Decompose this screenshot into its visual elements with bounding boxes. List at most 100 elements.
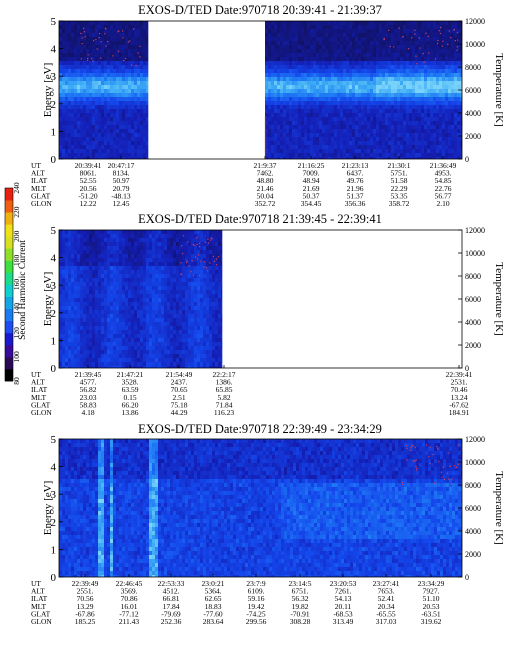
spectrogram-cell (409, 53, 413, 58)
spectrogram-cell (116, 69, 120, 74)
spectrogram-cell (406, 37, 410, 42)
spectrogram-cell (83, 137, 87, 142)
spectrogram-cell (391, 129, 395, 134)
spectrogram-cell (304, 153, 308, 158)
spectrogram-cell (316, 97, 320, 102)
spectrogram-cell (65, 238, 69, 243)
spectrogram-cell (361, 121, 365, 126)
spectrogram-cell (409, 101, 413, 106)
spectrogram-cell (134, 53, 138, 58)
spectrogram-cell (170, 366, 174, 368)
spectrogram-cell (167, 366, 171, 368)
spectrogram-cell (149, 310, 153, 315)
spectrogram-cell (409, 109, 413, 114)
spectrogram-cell (406, 21, 410, 26)
spectrogram-cell (334, 125, 338, 130)
spectrogram-cell (274, 101, 278, 106)
spectrogram-cell (346, 89, 350, 94)
spectrogram-cell (137, 294, 141, 299)
spectrogram-cell (340, 153, 344, 158)
spectrogram-cell (179, 234, 183, 239)
spectrogram-cell (274, 49, 278, 54)
spectrogram-cell (71, 282, 75, 287)
spectrogram-cell (268, 37, 272, 42)
spectrogram-cell (289, 85, 293, 90)
spectrogram-cell (137, 266, 141, 271)
spectrogram-cell (349, 121, 353, 126)
spectrogram-cell (89, 81, 93, 86)
spectrogram-cell (307, 121, 311, 126)
spectrogram-cell (415, 129, 419, 134)
spectrogram-cell (373, 149, 377, 154)
spectrogram-cell (95, 153, 99, 158)
spectrogram-cell (367, 153, 371, 158)
spectrogram-cell (295, 93, 299, 98)
spectrogram-cell (74, 153, 78, 158)
spectrogram-cell (98, 330, 102, 335)
spectrogram-cell (71, 153, 75, 158)
spectrogram-cell (385, 121, 389, 126)
spectrogram-cell (65, 153, 69, 158)
spectrogram-cell (92, 157, 96, 159)
spectrogram-cell (286, 57, 290, 62)
spectrogram-cell (352, 153, 356, 158)
spectrogram-cell (289, 21, 293, 26)
spectrogram-cell (436, 113, 440, 118)
spectrogram-cell (83, 330, 87, 335)
spectrogram-cell (71, 109, 75, 114)
spectrogram-cell (74, 65, 78, 70)
spectrogram-cell (152, 250, 156, 255)
spectrogram-cell (307, 81, 311, 86)
spectrogram-cell (119, 326, 123, 331)
spectrogram-cell (65, 342, 69, 347)
spectrogram-cell (271, 105, 275, 110)
temperature-point (83, 31, 85, 33)
spectrogram-cell (116, 258, 120, 263)
spectrogram-cell (74, 238, 78, 243)
spectrogram-cell (119, 73, 123, 78)
spectrogram-cell (274, 121, 278, 126)
spectrogram-cell (59, 230, 63, 235)
spectrogram-cell (319, 85, 323, 90)
spectrogram-cell (292, 21, 296, 26)
spectrogram-cell (170, 314, 174, 319)
spectrogram-cell (427, 77, 431, 82)
spectrogram-cell (77, 322, 81, 327)
spectrogram-cell (292, 73, 296, 78)
spectrogram-cell (110, 290, 114, 295)
spectrogram-cell (101, 121, 105, 126)
spectrogram-cell (409, 89, 413, 94)
spectrogram-cell (146, 262, 150, 267)
spectrogram-cell (137, 230, 141, 235)
spectrogram-cell (164, 326, 168, 331)
spectrogram-cell (71, 366, 75, 368)
spectrogram-cell (104, 366, 108, 368)
spectrogram-cell (116, 45, 120, 50)
spectrogram-cell (337, 81, 341, 86)
spectrogram-cell (83, 250, 87, 255)
spectrogram-cell (89, 326, 93, 331)
spectrogram-cell (364, 153, 368, 158)
spectrogram-cell (152, 262, 156, 267)
colorbar-swatch (5, 308, 13, 322)
spectrogram-cell (337, 117, 341, 122)
spectrogram-cell (358, 153, 362, 158)
spectrogram-cell (119, 286, 123, 291)
spectrogram-cell (77, 65, 81, 70)
spectrogram-cell (367, 65, 371, 70)
spectrogram-cell (343, 33, 347, 38)
spectrogram-cell (430, 117, 434, 122)
spectrogram-cell (286, 49, 290, 54)
spectrogram-cell (116, 77, 120, 82)
spectrogram-cell (304, 61, 308, 66)
spectrogram-cell (62, 262, 66, 267)
spectrogram-cell (137, 73, 141, 78)
spectrogram-cell (131, 342, 135, 347)
spectrogram-cell (107, 358, 111, 363)
spectrogram-cell (427, 29, 431, 34)
spectrogram-cell (101, 314, 105, 319)
spectrogram-cell (173, 262, 177, 267)
spectrogram-cell (361, 57, 365, 62)
spectrogram-cell (412, 53, 416, 58)
spectrogram-cell (149, 246, 153, 251)
